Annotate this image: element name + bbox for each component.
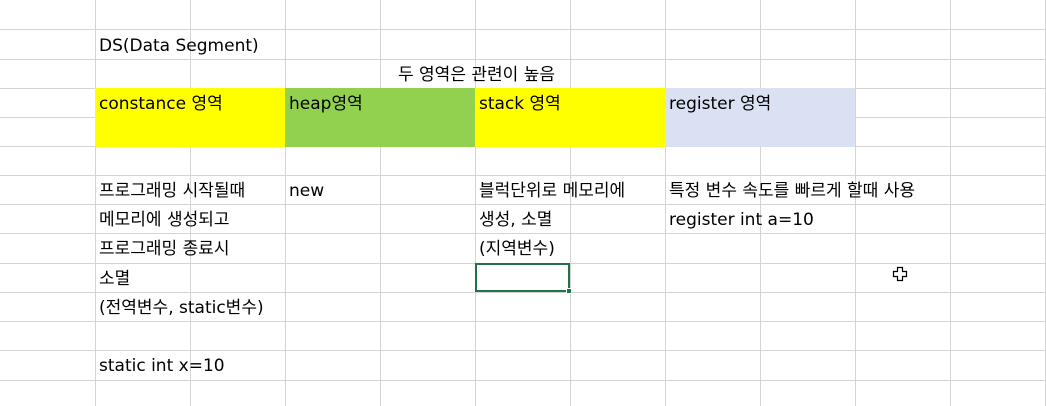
register-header-label[interactable]: register 영역 xyxy=(669,94,772,114)
fill-handle[interactable] xyxy=(566,288,572,294)
register-desc-line[interactable]: 특정 변수 속도를 빠르게 할때 사용 xyxy=(669,181,915,201)
constance-desc-line[interactable]: 메모리에 생성되고 xyxy=(99,210,230,230)
constance-header-fill[interactable] xyxy=(95,88,285,147)
heap-desc-cell[interactable]: new xyxy=(289,181,325,201)
cell-select-cursor-icon xyxy=(892,266,908,282)
register-example-cell[interactable]: register int a=10 xyxy=(669,210,814,230)
static-example-cell[interactable]: static int x=10 xyxy=(99,356,225,376)
constance-desc-line[interactable]: 프로그래밍 종료시 xyxy=(99,239,230,259)
register-header-fill[interactable] xyxy=(665,88,855,147)
heap-header-fill[interactable] xyxy=(285,88,475,147)
relation-note-cell[interactable]: 두 영역은 관련이 높음 xyxy=(398,65,555,85)
stack-header-fill[interactable] xyxy=(475,88,665,147)
constance-desc-line[interactable]: 소멸 xyxy=(99,269,131,289)
active-cell-selection[interactable] xyxy=(475,263,570,292)
stack-header-label[interactable]: stack 영역 xyxy=(479,94,561,114)
stack-desc-line[interactable]: 생성, 소멸 xyxy=(479,210,553,230)
constance-header-label[interactable]: constance 영역 xyxy=(99,94,223,114)
stack-desc-line[interactable]: 블럭단위로 메모리에 xyxy=(479,181,626,201)
stack-desc-line[interactable]: (지역변수) xyxy=(479,239,555,259)
constance-desc-line[interactable]: (전역변수, static변수) xyxy=(99,298,264,318)
constance-desc-line[interactable]: 프로그래밍 시작될때 xyxy=(99,181,246,201)
heap-header-label[interactable]: heap영역 xyxy=(289,94,363,114)
ds-title-cell[interactable]: DS(Data Segment) xyxy=(99,36,259,56)
